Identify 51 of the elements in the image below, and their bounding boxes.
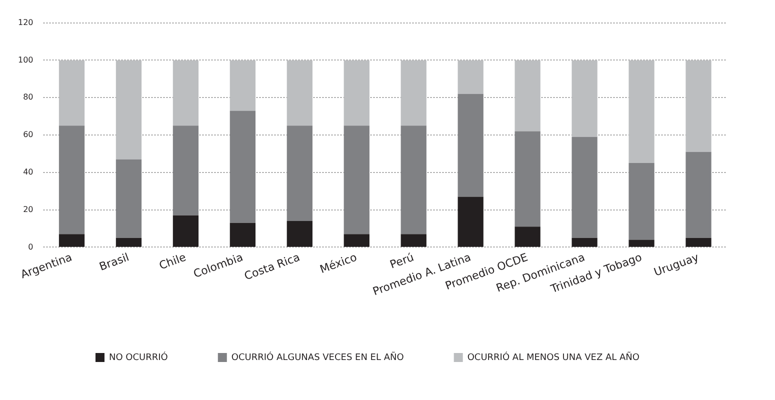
bar xyxy=(628,240,654,247)
bar xyxy=(344,60,370,126)
bar xyxy=(400,60,426,126)
x-tick-label: Perú xyxy=(388,250,416,272)
bar xyxy=(286,221,312,247)
bar xyxy=(628,60,654,164)
legend-label: OCURRIÓ AL MENOS UNA VEZ AL AÑO xyxy=(467,350,640,363)
y-tick-label: 20 xyxy=(23,204,34,214)
bar xyxy=(172,126,199,216)
bar xyxy=(230,110,256,223)
bar xyxy=(58,234,85,247)
bar xyxy=(458,196,484,247)
bar xyxy=(116,60,142,160)
y-tick-label: 80 xyxy=(23,92,34,102)
x-tick-label: Costa Rica xyxy=(242,250,302,283)
bar xyxy=(400,234,426,247)
bar xyxy=(344,234,370,247)
y-tick-label: 60 xyxy=(23,130,34,140)
y-tick-label: 120 xyxy=(18,18,34,27)
bar xyxy=(58,126,85,234)
y-tick-label: 0 xyxy=(28,242,34,252)
bar xyxy=(572,136,598,238)
bar xyxy=(230,60,256,111)
bar xyxy=(286,60,312,126)
legend-label: NO OCURRIÓ xyxy=(109,350,168,363)
x-tick-label: México xyxy=(318,250,359,276)
bar xyxy=(514,131,540,227)
y-tick-label: 100 xyxy=(18,55,34,64)
bar xyxy=(686,60,712,152)
bar xyxy=(514,60,540,132)
bar xyxy=(514,226,540,247)
bar xyxy=(458,94,484,197)
bar xyxy=(572,60,598,137)
bar xyxy=(458,60,484,94)
x-tick-label: Chile xyxy=(157,250,188,272)
x-tick-label: Brasil xyxy=(98,250,131,274)
bar xyxy=(286,126,312,222)
bar xyxy=(400,126,426,234)
bar xyxy=(172,215,199,247)
bar xyxy=(686,238,712,247)
bar xyxy=(230,222,256,247)
bar xyxy=(172,60,199,126)
legend-label: OCURRIÓ ALGUNAS VECES EN EL AÑO xyxy=(231,350,404,363)
bar xyxy=(572,238,598,247)
bar xyxy=(344,126,370,234)
bar xyxy=(628,163,654,240)
bar xyxy=(116,238,142,247)
bar xyxy=(58,60,85,126)
y-tick-label: 40 xyxy=(23,167,34,176)
bar xyxy=(116,159,142,238)
bar xyxy=(686,152,712,238)
